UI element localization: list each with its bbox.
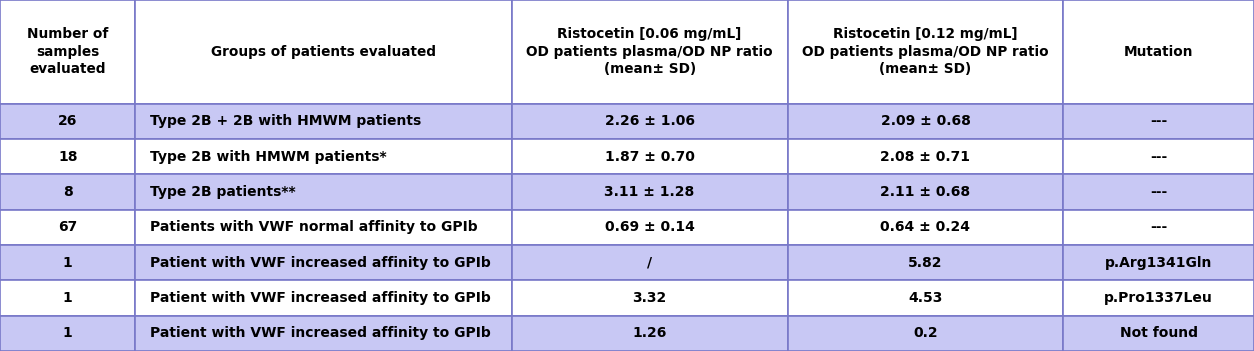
Bar [0, 0, 135, 104]
Bar [512, 104, 788, 139]
Bar [135, 280, 512, 316]
Bar [788, 316, 1063, 351]
Text: 1.26: 1.26 [632, 326, 667, 340]
Text: 1: 1 [63, 291, 73, 305]
Text: 1: 1 [63, 256, 73, 270]
Bar [1063, 210, 1254, 245]
Text: 18: 18 [58, 150, 78, 164]
Bar [788, 139, 1063, 174]
Text: ---: --- [1150, 185, 1167, 199]
Text: Patients with VWF normal affinity to GPIb: Patients with VWF normal affinity to GPI… [150, 220, 478, 234]
Text: p.Arg1341Gln: p.Arg1341Gln [1105, 256, 1213, 270]
Bar [512, 0, 788, 104]
Bar [1063, 139, 1254, 174]
Text: Type 2B patients**: Type 2B patients** [150, 185, 296, 199]
Text: Not found: Not found [1120, 326, 1198, 340]
Text: Ristocetin [0.06 mg/mL]
OD patients plasma/OD NP ratio
(mean± SD): Ristocetin [0.06 mg/mL] OD patients plas… [527, 27, 772, 76]
Text: 2.26 ± 1.06: 2.26 ± 1.06 [604, 114, 695, 128]
Text: ---: --- [1150, 220, 1167, 234]
Text: 67: 67 [58, 220, 78, 234]
Bar [1063, 174, 1254, 210]
Text: 2.09 ± 0.68: 2.09 ± 0.68 [880, 114, 971, 128]
Bar [512, 280, 788, 316]
Text: p.Pro1337Leu: p.Pro1337Leu [1105, 291, 1213, 305]
Bar [1063, 280, 1254, 316]
Bar [512, 210, 788, 245]
Text: Type 2B with HMWM patients*: Type 2B with HMWM patients* [150, 150, 387, 164]
Text: 3.11 ± 1.28: 3.11 ± 1.28 [604, 185, 695, 199]
Bar [0, 316, 135, 351]
Bar [788, 104, 1063, 139]
Bar [135, 210, 512, 245]
Bar [1063, 245, 1254, 280]
Bar [788, 210, 1063, 245]
Bar [135, 245, 512, 280]
Text: 4.53: 4.53 [908, 291, 943, 305]
Bar [788, 0, 1063, 104]
Text: 0.64 ± 0.24: 0.64 ± 0.24 [880, 220, 971, 234]
Text: Ristocetin [0.12 mg/mL]
OD patients plasma/OD NP ratio
(mean± SD): Ristocetin [0.12 mg/mL] OD patients plas… [803, 27, 1048, 76]
Text: 1: 1 [63, 326, 73, 340]
Text: Groups of patients evaluated: Groups of patients evaluated [211, 45, 436, 59]
Text: ---: --- [1150, 114, 1167, 128]
Bar [512, 174, 788, 210]
Bar [135, 316, 512, 351]
Bar [788, 245, 1063, 280]
Text: ---: --- [1150, 150, 1167, 164]
Text: 0.69 ± 0.14: 0.69 ± 0.14 [604, 220, 695, 234]
Text: Type 2B + 2B with HMWM patients: Type 2B + 2B with HMWM patients [150, 114, 421, 128]
Bar [512, 316, 788, 351]
Bar [0, 174, 135, 210]
Bar [788, 280, 1063, 316]
Bar [512, 139, 788, 174]
Text: 26: 26 [58, 114, 78, 128]
Text: Patient with VWF increased affinity to GPIb: Patient with VWF increased affinity to G… [150, 256, 492, 270]
Text: 1.87 ± 0.70: 1.87 ± 0.70 [604, 150, 695, 164]
Bar [135, 0, 512, 104]
Text: 2.11 ± 0.68: 2.11 ± 0.68 [880, 185, 971, 199]
Text: Mutation: Mutation [1124, 45, 1194, 59]
Bar [788, 174, 1063, 210]
Text: /: / [647, 256, 652, 270]
Bar [1063, 316, 1254, 351]
Bar [1063, 104, 1254, 139]
Bar [0, 104, 135, 139]
Text: 5.82: 5.82 [908, 256, 943, 270]
Bar [1063, 0, 1254, 104]
Bar [135, 174, 512, 210]
Bar [135, 139, 512, 174]
Text: 3.32: 3.32 [632, 291, 667, 305]
Text: Patient with VWF increased affinity to GPIb: Patient with VWF increased affinity to G… [150, 291, 492, 305]
Bar [0, 210, 135, 245]
Bar [135, 104, 512, 139]
Text: Number of
samples
evaluated: Number of samples evaluated [28, 27, 108, 76]
Bar [512, 245, 788, 280]
Text: Patient with VWF increased affinity to GPIb: Patient with VWF increased affinity to G… [150, 326, 492, 340]
Bar [0, 245, 135, 280]
Bar [0, 280, 135, 316]
Text: 2.08 ± 0.71: 2.08 ± 0.71 [880, 150, 971, 164]
Text: 8: 8 [63, 185, 73, 199]
Text: 0.2: 0.2 [913, 326, 938, 340]
Bar [0, 139, 135, 174]
